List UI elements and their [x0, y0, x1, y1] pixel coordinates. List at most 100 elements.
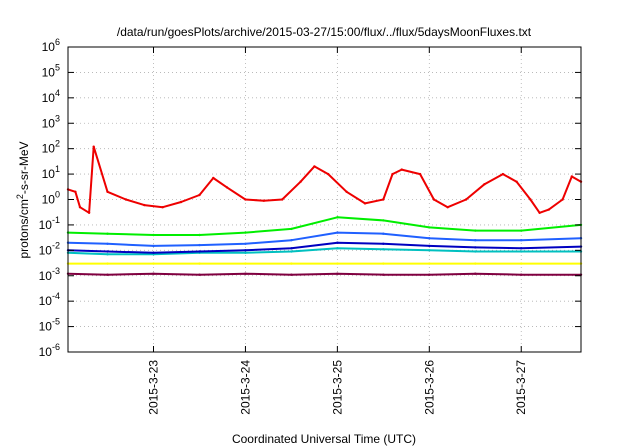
data-point [143, 203, 146, 207]
data-point [262, 199, 265, 202]
x-tick-label: 2015-3-25 [330, 360, 344, 415]
grid [68, 47, 581, 352]
data-point [428, 249, 431, 252]
data-point [244, 198, 247, 201]
series-line [67, 145, 582, 214]
y-tick-label: 10-6 [39, 342, 60, 359]
data-point [313, 165, 316, 168]
data-point [78, 206, 82, 209]
data-point [152, 251, 155, 254]
series-7 [66, 145, 583, 214]
data-point [428, 237, 431, 240]
data-point [244, 231, 247, 234]
data-point [382, 232, 385, 235]
data-point [290, 273, 293, 276]
data-point [382, 248, 385, 251]
data-point [529, 198, 532, 201]
series-3 [66, 247, 583, 256]
data-point [212, 176, 215, 180]
data-point [198, 273, 201, 276]
data-point [538, 211, 541, 214]
y-tick-label: 105 [42, 62, 60, 79]
data-point [336, 272, 339, 275]
series-line [67, 247, 581, 256]
series-2 [66, 262, 583, 265]
data-point [391, 172, 394, 176]
data-point [400, 168, 403, 171]
data-point [464, 198, 468, 201]
data-point [92, 145, 95, 148]
y-tick-label: 101 [42, 164, 60, 181]
data-point [106, 242, 109, 245]
y-tick-label: 106 [42, 37, 60, 54]
data-point [382, 198, 385, 201]
data-point [106, 262, 109, 265]
data-point [106, 273, 109, 276]
y-tick-label: 10-5 [39, 317, 60, 334]
data-point [382, 273, 385, 276]
x-tick-label: 2015-3-24 [238, 360, 252, 415]
data-point [152, 244, 155, 248]
data-point [179, 200, 183, 204]
data-point [382, 219, 385, 222]
data-point [336, 241, 339, 244]
data-point [474, 272, 477, 275]
series-line [67, 241, 582, 254]
data-point [106, 253, 109, 256]
y-tick-label: 10-2 [39, 240, 60, 257]
data-point [87, 211, 91, 214]
y-axis-label: protons/cm2-s-sr-MeV [15, 141, 31, 258]
series-line [67, 272, 581, 276]
x-tick-label: 2015-3-27 [514, 360, 528, 415]
x-tick-label: 2015-3-23 [147, 360, 161, 415]
data-point [106, 190, 109, 193]
data-point [418, 172, 422, 176]
y-axis-label-sup: 2 [15, 194, 25, 199]
data-point [382, 242, 385, 245]
y-tick-label: 103 [42, 113, 60, 130]
data-point [161, 206, 164, 209]
data-point [106, 232, 109, 235]
data-point [225, 186, 229, 189]
data-point [520, 262, 523, 265]
data-point [446, 206, 449, 209]
data-point [336, 231, 339, 234]
data-point [198, 233, 201, 237]
x-axis-label: Coordinated Universal Time (UTC) [232, 432, 416, 446]
data-point [299, 180, 302, 183]
data-point [152, 272, 155, 275]
data-point [290, 247, 293, 250]
data-point [520, 239, 523, 242]
data-point [382, 262, 385, 265]
data-point [281, 198, 284, 201]
data-point [290, 239, 293, 242]
series-line [67, 216, 582, 236]
data-point [515, 180, 518, 183]
data-point [474, 239, 477, 242]
data-point [106, 250, 109, 253]
data-point [474, 229, 477, 232]
series-4 [66, 241, 583, 254]
data-point [428, 262, 431, 265]
data-point [363, 202, 367, 205]
data-point [244, 249, 247, 252]
series-group [66, 145, 583, 276]
data-point [336, 262, 339, 265]
y-tick-label: 10-4 [39, 291, 60, 308]
series-1 [66, 272, 583, 276]
x-axis: 2015-3-23 2015-3-24 2015-3-25 2015-3-26 2015… [147, 47, 528, 415]
y-axis-label-post: -s-sr-MeV [17, 141, 31, 194]
data-point [345, 190, 348, 193]
data-point [152, 233, 155, 237]
data-point [547, 208, 550, 211]
data-point [244, 262, 247, 265]
data-point [428, 226, 431, 229]
data-point [520, 247, 523, 250]
data-point [561, 198, 564, 201]
data-point [198, 243, 201, 247]
x-tick-label: 2015-3-26 [422, 360, 436, 415]
data-point [198, 262, 201, 265]
data-point [570, 175, 573, 178]
data-point [483, 183, 486, 186]
